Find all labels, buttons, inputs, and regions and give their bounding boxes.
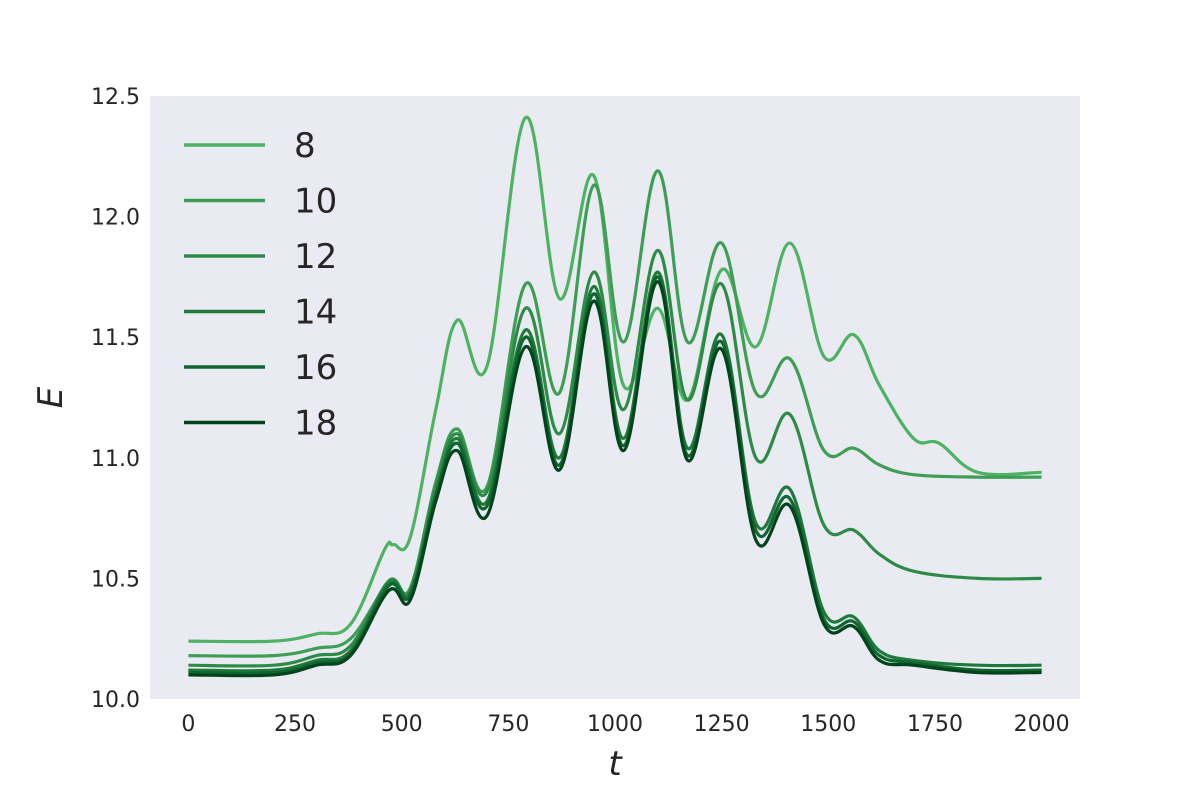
x-tick-label: 500 — [381, 712, 423, 737]
y-tick-label: 11.5 — [91, 326, 140, 351]
x-tick-label: 1000 — [587, 712, 643, 737]
x-tick-label: 1750 — [907, 712, 963, 737]
legend: 8 10 12 14 16 18 — [184, 126, 337, 444]
x-axis-label: t — [608, 744, 623, 784]
y-tick-label: 12.0 — [91, 206, 140, 231]
y-tick-label: 12.5 — [91, 85, 140, 110]
x-tick-label: 1500 — [800, 712, 856, 737]
series-line-18 — [188, 280, 1042, 678]
legend-item-10: 10 — [184, 182, 337, 222]
series-layer — [188, 116, 1042, 678]
plot-area — [150, 96, 1080, 699]
legend-item-18: 18 — [184, 404, 337, 444]
legend-label: 10 — [294, 182, 337, 222]
y-tick-label: 10.5 — [91, 567, 140, 592]
y-tick-label: 10.0 — [91, 688, 140, 713]
y-axis: 10.0 10.5 11.0 11.5 12.0 12.5 — [91, 85, 140, 713]
x-tick-label: 250 — [274, 712, 316, 737]
legend-label: 8 — [294, 126, 316, 166]
x-tick-label: 2000 — [1014, 712, 1070, 737]
x-tick-label: 750 — [487, 712, 529, 737]
legend-item-8: 8 — [184, 126, 316, 166]
x-axis: 0 250 500 750 1000 1250 1500 1750 2000 — [181, 712, 1069, 737]
legend-item-16: 16 — [184, 348, 337, 388]
legend-label: 16 — [294, 348, 337, 388]
legend-label: 14 — [294, 293, 337, 333]
legend-label: 18 — [294, 404, 337, 444]
legend-item-14: 14 — [184, 293, 337, 333]
x-tick-label: 1250 — [694, 712, 750, 737]
legend-item-12: 12 — [184, 237, 337, 277]
y-tick-label: 11.0 — [91, 447, 140, 472]
y-axis-label: E — [31, 386, 71, 408]
x-tick-label: 0 — [181, 712, 195, 737]
legend-label: 12 — [294, 237, 337, 277]
